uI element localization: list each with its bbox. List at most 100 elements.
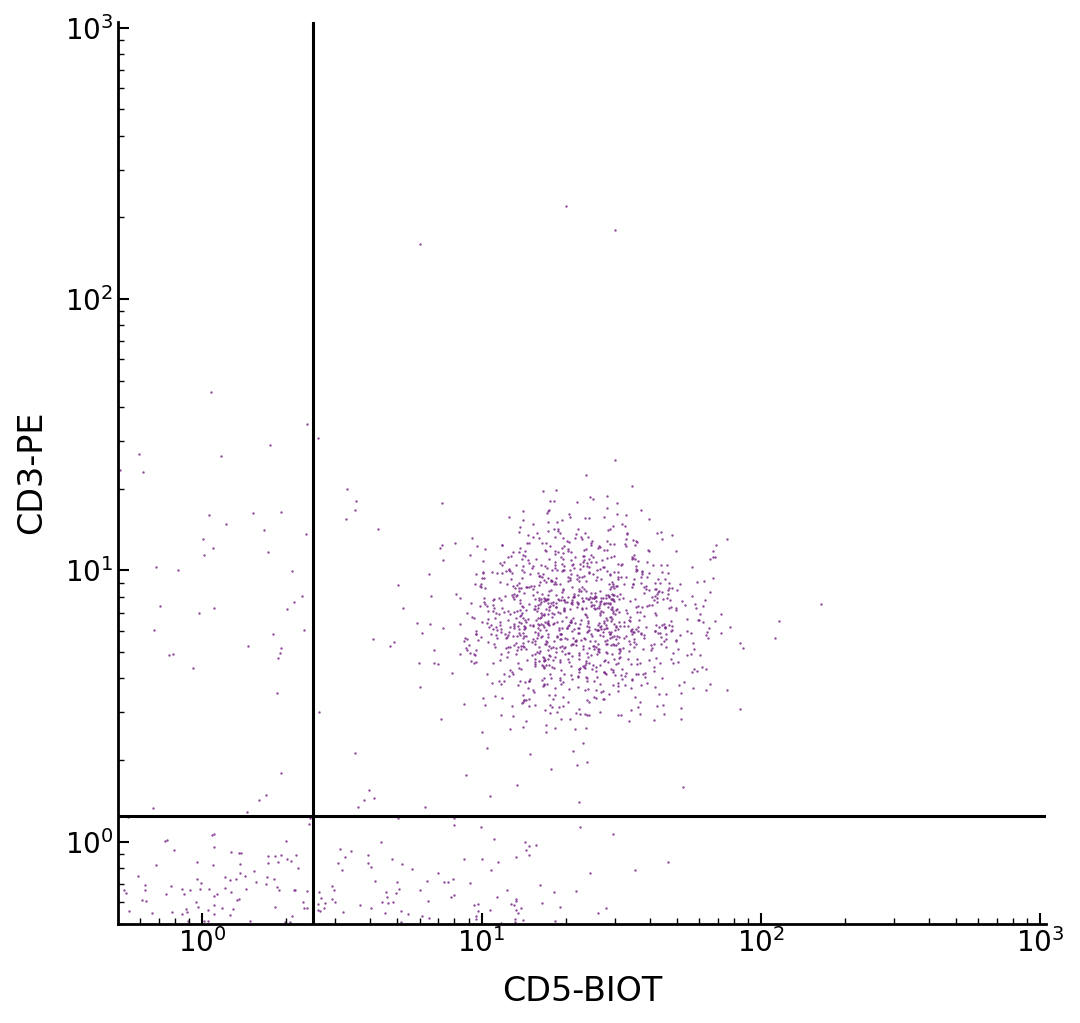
Point	[435, 874, 453, 890]
Point	[510, 618, 527, 634]
Point	[562, 614, 579, 630]
Point	[230, 891, 247, 907]
Point	[578, 672, 595, 688]
Point	[279, 851, 296, 868]
Point	[646, 580, 663, 596]
Point	[335, 903, 352, 920]
Point	[519, 527, 537, 543]
Point	[637, 581, 654, 597]
Point	[498, 563, 515, 579]
Point	[561, 617, 578, 633]
Point	[508, 627, 525, 643]
Point	[706, 613, 724, 629]
Point	[600, 587, 618, 604]
Point	[511, 524, 528, 540]
Point	[610, 650, 627, 666]
Y-axis label: CD3-PE: CD3-PE	[15, 411, 48, 534]
Point	[640, 652, 658, 668]
Point	[565, 635, 582, 652]
Point	[602, 567, 619, 583]
Point	[597, 636, 615, 653]
Point	[551, 699, 568, 715]
Point	[208, 886, 226, 902]
Point	[584, 657, 602, 673]
Point	[579, 558, 596, 574]
Point	[570, 620, 588, 636]
Point	[610, 628, 627, 644]
Point	[646, 659, 663, 675]
Point	[468, 623, 485, 639]
Point	[540, 687, 557, 704]
Point	[474, 564, 491, 580]
Point	[465, 646, 483, 662]
Point	[205, 601, 222, 617]
Point	[426, 655, 443, 671]
Point	[595, 664, 612, 680]
Point	[582, 585, 599, 602]
Point	[282, 853, 299, 870]
Point	[391, 881, 408, 897]
Point	[591, 640, 608, 657]
Point	[578, 618, 595, 634]
Point	[600, 589, 618, 606]
Point	[227, 871, 244, 887]
Point	[411, 882, 429, 898]
Point	[332, 841, 349, 857]
Point	[463, 530, 481, 546]
Point	[611, 604, 629, 620]
Point	[305, 910, 322, 927]
Point	[553, 625, 570, 641]
Point	[323, 891, 340, 907]
Point	[671, 576, 688, 592]
Point	[635, 608, 652, 624]
Point	[524, 618, 541, 634]
Point	[218, 517, 235, 533]
Point	[604, 592, 621, 609]
Point	[163, 903, 180, 920]
Point	[576, 547, 593, 564]
Point	[458, 641, 475, 658]
Point	[272, 504, 289, 521]
Point	[379, 888, 396, 904]
Point	[468, 654, 485, 670]
Point	[570, 661, 588, 677]
Point	[610, 621, 627, 637]
Point	[514, 512, 531, 528]
Point	[598, 549, 616, 566]
Point	[602, 566, 619, 582]
Point	[246, 863, 264, 880]
Point	[346, 502, 363, 519]
Point	[635, 585, 652, 602]
Point	[356, 918, 374, 934]
Point	[590, 539, 607, 555]
Point	[589, 617, 606, 633]
Point	[564, 623, 581, 639]
Point	[366, 873, 383, 889]
Point	[568, 571, 585, 587]
Point	[137, 893, 154, 909]
Point	[604, 586, 621, 603]
Point	[664, 655, 681, 671]
Point	[546, 557, 564, 573]
Point	[661, 579, 678, 595]
Point	[432, 711, 449, 727]
Point	[541, 648, 558, 664]
Point	[530, 577, 548, 593]
Point	[603, 628, 620, 644]
Point	[537, 716, 554, 732]
Point	[637, 669, 654, 685]
Point	[543, 562, 561, 578]
Point	[465, 897, 483, 914]
Point	[491, 646, 509, 662]
Point	[127, 918, 145, 934]
Point	[576, 657, 593, 673]
Point	[577, 669, 594, 685]
Point	[630, 612, 647, 628]
Point	[179, 913, 197, 929]
Point	[549, 562, 566, 578]
Point	[258, 869, 275, 885]
Point	[490, 673, 508, 690]
Point	[190, 898, 207, 915]
Point	[434, 551, 451, 568]
Point	[604, 574, 621, 590]
